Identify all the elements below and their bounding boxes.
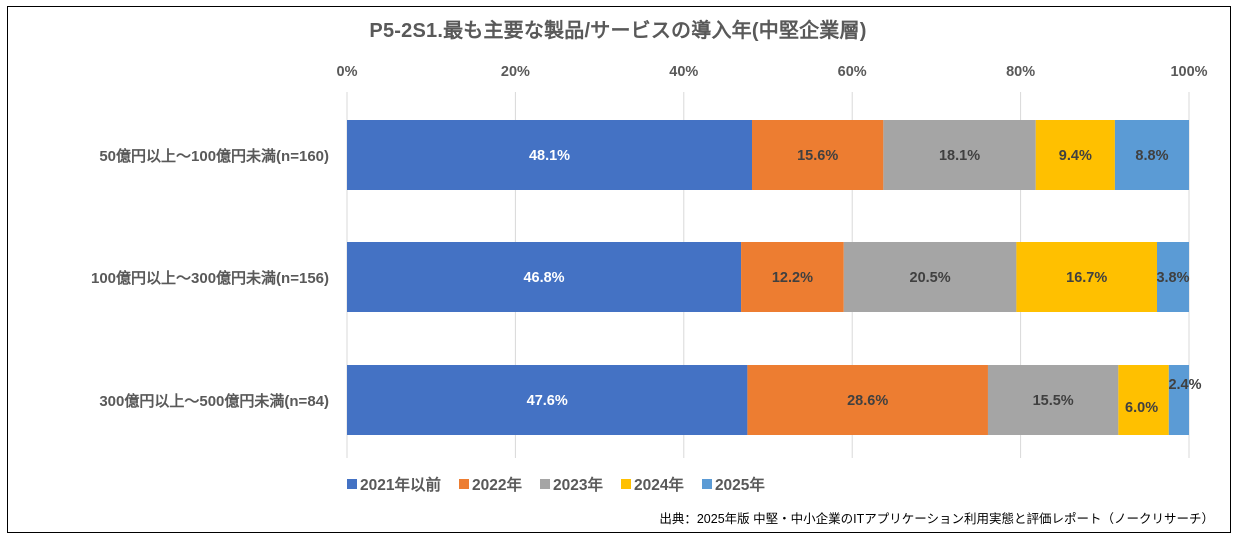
legend-item: 2022年: [458, 473, 522, 495]
category-label: 50億円以上～100億円未満(n=160): [99, 147, 329, 165]
legend-label: 2023年: [552, 477, 603, 494]
x-tick-label: 40%: [669, 64, 698, 80]
category-label: 300億円以上～500億円未満(n=84): [99, 392, 329, 410]
legend-swatch: [620, 479, 631, 489]
x-axis-ticks: 0% 20% 40% 60% 80% 100%: [337, 64, 1208, 80]
legend-label: 2022年: [471, 477, 522, 494]
data-label: 6.0%: [1125, 400, 1158, 416]
legend-item: 2025年: [701, 473, 765, 495]
legend-swatch: [701, 479, 712, 489]
data-label: 15.6%: [797, 148, 838, 164]
chart-title: P5-2S1.最も主要な製品/サービスの導入年(中堅企業層): [369, 20, 867, 42]
bar-segment: [347, 365, 748, 435]
bar-segment: [1118, 365, 1169, 435]
legend-item: 2024年: [620, 473, 684, 495]
bar-segment: [741, 242, 844, 312]
bar-segment: [347, 120, 753, 190]
data-label: 20.5%: [910, 270, 951, 286]
data-label: 18.1%: [939, 148, 980, 164]
category-label: 100億円以上～300億円未満(n=156): [91, 269, 329, 287]
legend-label: 2021年以前: [360, 477, 441, 494]
x-tick-label: 20%: [501, 64, 530, 80]
legend-swatch: [347, 479, 357, 489]
data-label: 48.1%: [529, 148, 570, 164]
x-tick-label: 80%: [1006, 64, 1035, 80]
x-tick-label: 0%: [337, 64, 358, 80]
bar-segment: [1035, 120, 1115, 190]
data-label: 15.5%: [1033, 393, 1074, 409]
data-label: 8.8%: [1135, 148, 1168, 164]
bar-segment: [883, 120, 1036, 190]
data-label: 47.6%: [527, 393, 568, 409]
legend-swatch: [458, 479, 469, 489]
bar-segment: [1157, 242, 1189, 312]
legend: 2021年以前 2022年 2023年 2024年 2025年: [347, 473, 765, 495]
x-tick-label: 60%: [838, 64, 867, 80]
bar-segment: [752, 120, 884, 190]
data-label: 9.4%: [1059, 148, 1092, 164]
legend-item: 2023年: [539, 473, 603, 495]
bars: [347, 120, 1189, 435]
data-label: 2.4%: [1168, 377, 1201, 393]
bar-segment: [747, 365, 988, 435]
data-label: 12.2%: [772, 270, 813, 286]
category-labels: 50億円以上～100億円未満(n=160) 100億円以上～300億円未満(n=1…: [91, 147, 329, 410]
bar-segment: [1168, 365, 1189, 435]
data-label: 28.6%: [847, 393, 888, 409]
bar-segment: [987, 365, 1119, 435]
bar-segment: [843, 242, 1017, 312]
source-note: 出典：2025年版 中堅・中小企業のITアプリケーション利用実態と評価レポート（…: [659, 512, 1214, 526]
data-label: 16.7%: [1066, 270, 1107, 286]
bar-segment: [1114, 120, 1189, 190]
legend-swatch: [539, 479, 550, 489]
legend-label: 2025年: [714, 477, 765, 494]
data-labels: 48.1% 15.6% 18.1% 9.4% 8.8% 46.8% 12.2% 20.5% 16…: [523, 148, 1201, 416]
bar-segment: [347, 242, 742, 312]
x-tick-label: 100%: [1170, 64, 1207, 80]
legend-label: 2024年: [633, 477, 684, 494]
data-label: 3.8%: [1156, 270, 1189, 286]
legend-item: 2021年以前: [347, 473, 441, 495]
data-label: 46.8%: [523, 270, 564, 286]
bar-segment: [1016, 242, 1158, 312]
